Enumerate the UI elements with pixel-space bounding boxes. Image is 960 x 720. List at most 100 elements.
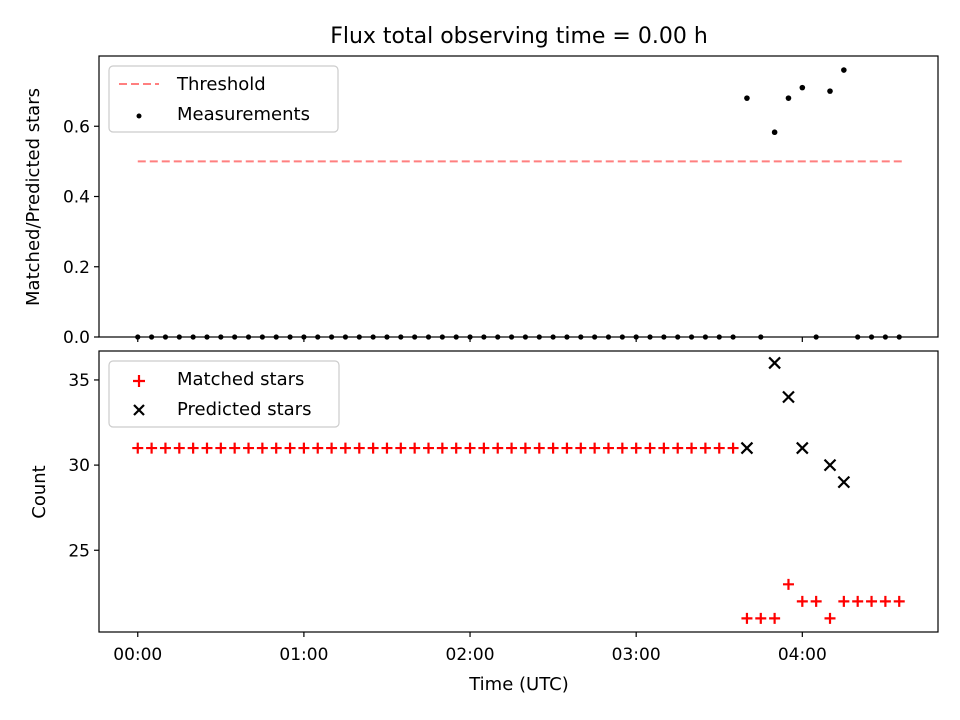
measurement-point — [259, 334, 265, 340]
count-x-axis: 00:00 01:00 02:00 03:00 04:00 — [113, 632, 827, 665]
measurement-point — [522, 334, 529, 340]
measurement-point — [162, 334, 169, 340]
matched-star-point — [533, 442, 545, 454]
matched-star-point — [146, 442, 158, 454]
matched-star-point — [201, 442, 213, 454]
measurement-point — [564, 334, 570, 340]
measurement-point — [273, 334, 279, 340]
ratio-y-label: Matched/Predicted stars — [23, 88, 44, 306]
ratio-y-tick-label: 0.6 — [63, 117, 90, 137]
measurement-point — [439, 334, 445, 340]
measurement-point — [647, 334, 653, 340]
matched-star-point — [339, 442, 351, 454]
legend-matched-label: Matched stars — [177, 369, 304, 390]
chart-title: Flux total observing time = 0.00 h — [330, 24, 708, 49]
count-panel-frame — [98, 350, 939, 633]
matched-star-point — [686, 442, 698, 454]
matched-star-point — [727, 442, 739, 454]
measurement-point — [412, 334, 418, 340]
measurement-point — [135, 334, 141, 340]
matched-star-point — [229, 442, 241, 454]
matched-star-point — [630, 442, 642, 454]
measurement-point — [799, 84, 806, 91]
count-y-tick-label: 30 — [68, 456, 90, 476]
measurement-point — [148, 334, 155, 340]
measurement-point — [855, 334, 861, 340]
measurement-point — [190, 334, 196, 340]
matched-star-point — [658, 442, 670, 454]
matched-star-point — [381, 442, 393, 454]
measurement-point — [868, 334, 875, 340]
ratio-y-axis: 0.0 0.2 0.4 0.6 — [63, 117, 99, 348]
matched-star-point — [838, 595, 850, 607]
matched-star-point — [395, 442, 407, 454]
count-panel: 25 30 35 00:00 01:00 02:00 03:00 04:00 Count T… — [29, 350, 939, 695]
measurement-point — [730, 334, 736, 340]
matched-star-point — [326, 442, 338, 454]
measurement-point — [675, 334, 681, 340]
matched-star-point — [423, 442, 435, 454]
matched-star-point — [450, 442, 462, 454]
predicted-star-point — [740, 441, 754, 455]
predicted-star-point — [837, 475, 851, 489]
measurement-point — [384, 334, 390, 340]
measurement-point — [744, 95, 750, 101]
matched-star-point — [561, 442, 573, 454]
matched-star-point — [173, 442, 185, 454]
measurement-point — [827, 88, 833, 94]
ratio-y-tick-label: 0.2 — [63, 258, 90, 278]
matched-star-point — [616, 442, 628, 454]
ratio-legend-box — [108, 65, 339, 133]
matched-star-point — [506, 442, 518, 454]
matched-star-point — [270, 442, 282, 454]
ratio-marks — [135, 67, 902, 340]
measurement-point — [619, 334, 625, 340]
measurement-point — [301, 334, 307, 340]
measurement-point — [425, 334, 432, 340]
measurement-point — [882, 334, 888, 340]
measurement-point — [342, 334, 349, 340]
measurement-point — [605, 334, 612, 340]
matched-star-point — [852, 595, 864, 607]
measurement-point — [176, 334, 182, 340]
measurement-point — [661, 334, 667, 340]
count-x-tick-label: 02:00 — [446, 645, 495, 665]
matched-star-point — [589, 442, 601, 454]
measurement-point — [841, 67, 847, 73]
measurement-point — [813, 334, 819, 340]
matched-star-point — [215, 442, 227, 454]
matched-star-point — [741, 612, 753, 624]
measurement-point — [370, 334, 376, 340]
ratio-panel: 0.0 0.2 0.4 0.6 Matched/Predicted stars Thr… — [23, 55, 939, 348]
ratio-legend: Threshold Measurements — [108, 65, 339, 133]
count-y-label: Count — [29, 465, 50, 518]
measurement-point — [245, 334, 252, 340]
ratio-y-tick-label: 0.4 — [63, 188, 90, 208]
count-x-tick-label: 00:00 — [113, 645, 162, 665]
legend-measurements-swatch — [136, 113, 142, 119]
measurement-point — [578, 334, 584, 340]
measurement-point — [467, 334, 473, 340]
matched-star-point — [519, 442, 531, 454]
predicted-star-point — [796, 441, 809, 455]
measurement-point — [688, 334, 695, 340]
measurement-point — [785, 95, 792, 101]
count-x-tick-label: 03:00 — [612, 645, 661, 665]
matched-star-point — [713, 442, 725, 454]
measurement-point — [550, 334, 556, 340]
count-y-tick-label: 35 — [68, 371, 90, 391]
measurement-point — [315, 334, 321, 340]
legend-predicted-swatch — [133, 404, 145, 416]
measurement-point — [495, 334, 501, 340]
measurement-point — [592, 334, 598, 340]
matched-star-point — [699, 442, 711, 454]
count-y-axis: 25 30 35 — [68, 371, 99, 561]
measurement-point — [218, 334, 224, 340]
matched-star-point — [132, 442, 144, 454]
measurement-point — [536, 334, 542, 340]
matched-star-point — [436, 442, 448, 454]
count-marks — [132, 356, 905, 624]
measurement-point — [508, 334, 515, 340]
count-x-tick-label: 01:00 — [279, 645, 328, 665]
